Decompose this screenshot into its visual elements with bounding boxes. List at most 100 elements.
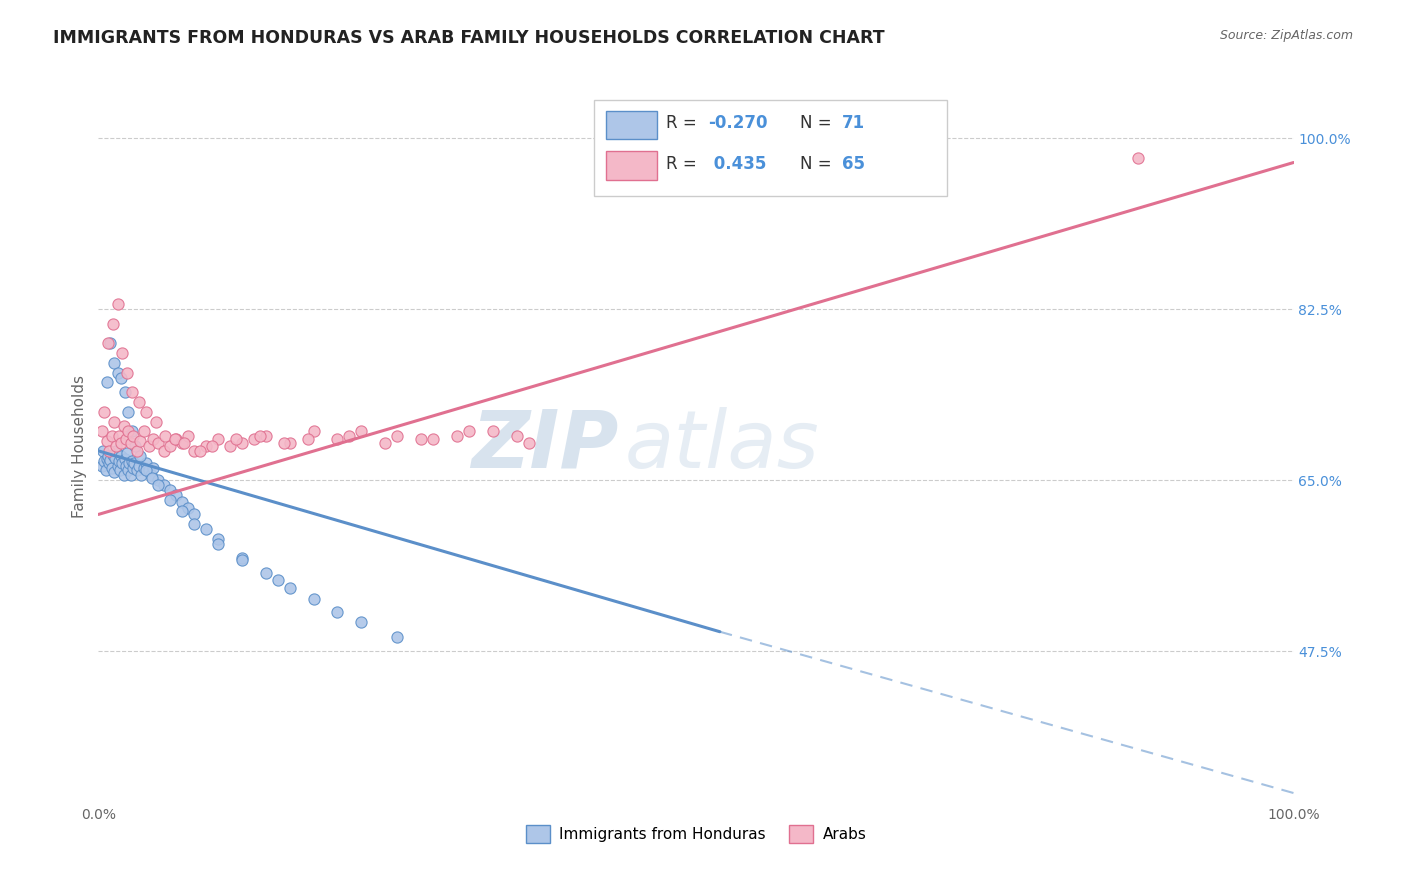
Point <box>148 478 170 492</box>
Point <box>117 463 139 477</box>
Point <box>91 458 114 473</box>
Point <box>350 615 373 629</box>
Point <box>115 446 138 460</box>
Text: -0.270: -0.270 <box>709 114 768 132</box>
Point <box>122 460 145 475</box>
Point <box>231 551 253 566</box>
Point <box>118 456 141 470</box>
Point <box>96 451 118 466</box>
Text: 71: 71 <box>842 114 865 132</box>
Point <box>165 488 187 502</box>
Point <box>98 456 121 470</box>
Point <box>100 429 122 443</box>
Point <box>107 458 129 473</box>
Point <box>97 336 120 351</box>
Point <box>125 463 148 477</box>
Y-axis label: Family Households: Family Households <box>72 375 87 517</box>
Point <box>219 439 242 453</box>
Point <box>139 468 162 483</box>
Point <box>112 468 135 483</box>
Point <box>159 492 181 507</box>
Point <box>107 453 129 467</box>
Point <box>101 448 124 462</box>
Point <box>138 463 160 477</box>
Point <box>326 605 349 619</box>
Point <box>188 443 211 458</box>
Point <box>93 453 115 467</box>
Bar <box>606 152 657 180</box>
Point <box>153 443 176 458</box>
FancyBboxPatch shape <box>595 100 948 196</box>
Point <box>201 439 224 453</box>
Point <box>103 466 125 480</box>
Point <box>108 463 131 477</box>
Point <box>172 494 194 508</box>
Point <box>155 429 177 443</box>
Point <box>446 429 468 443</box>
Point <box>159 483 181 497</box>
Point <box>91 425 114 439</box>
Point <box>302 592 325 607</box>
Point <box>128 395 150 409</box>
Point <box>172 504 194 518</box>
Point <box>98 336 122 351</box>
Point <box>97 449 120 463</box>
Point <box>135 456 157 470</box>
Point <box>121 385 143 400</box>
Point <box>128 458 150 473</box>
Point <box>110 449 132 463</box>
Point <box>110 370 132 384</box>
Point <box>120 436 142 450</box>
Point <box>114 451 136 466</box>
Point <box>107 429 129 443</box>
Point <box>172 436 194 450</box>
Text: R =: R = <box>666 114 702 132</box>
Text: ZIP: ZIP <box>471 407 619 485</box>
Point <box>207 537 229 551</box>
Point <box>110 436 132 450</box>
Point <box>103 415 125 429</box>
Point <box>98 443 121 458</box>
Point <box>105 443 128 458</box>
Point <box>114 385 136 400</box>
Point <box>124 456 146 470</box>
Point <box>411 432 433 446</box>
Point <box>506 429 529 443</box>
Point <box>177 429 200 443</box>
Point <box>94 463 117 477</box>
Text: 65: 65 <box>842 155 865 173</box>
Point <box>231 436 253 450</box>
Point <box>267 573 290 587</box>
Point <box>98 452 122 467</box>
Point <box>350 425 373 439</box>
Point <box>278 581 301 595</box>
Point <box>142 460 165 475</box>
Point <box>129 434 152 449</box>
Text: N =: N = <box>800 155 837 173</box>
Point <box>207 432 229 446</box>
Point <box>481 425 505 439</box>
Point <box>112 419 135 434</box>
Point <box>374 436 396 450</box>
Point <box>195 439 218 453</box>
Point <box>135 463 157 477</box>
Point <box>243 432 266 446</box>
Point <box>142 432 165 446</box>
Text: atlas: atlas <box>624 407 820 485</box>
Point <box>129 449 152 463</box>
Point <box>124 439 146 453</box>
Point <box>100 460 122 475</box>
Point <box>132 425 155 439</box>
Point <box>177 500 200 515</box>
Point <box>385 630 409 644</box>
Text: 0.435: 0.435 <box>709 155 766 173</box>
Point <box>121 425 143 439</box>
Point <box>101 317 124 331</box>
Point <box>121 453 143 467</box>
Point <box>1128 151 1150 165</box>
Point <box>111 456 134 470</box>
Point <box>115 458 138 473</box>
Point <box>278 436 301 450</box>
Point <box>159 439 181 453</box>
Point <box>458 425 481 439</box>
